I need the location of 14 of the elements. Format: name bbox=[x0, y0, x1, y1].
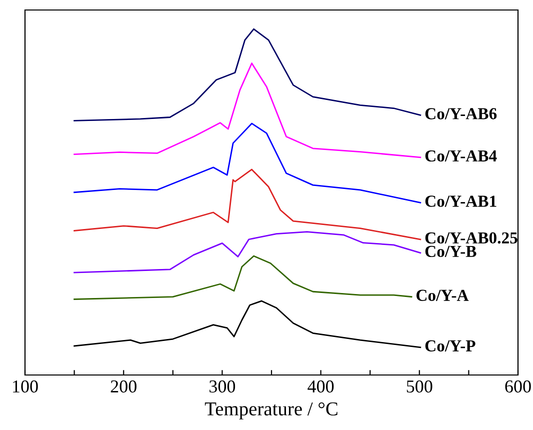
x-tick-label: 600 bbox=[505, 380, 531, 393]
series-label: Co/Y-AB0.25 bbox=[425, 232, 518, 244]
series-label: Co/Y-AB4 bbox=[425, 150, 497, 162]
x-axis-title: Temperature / °C bbox=[204, 402, 338, 420]
series-label: Co/Y-AB6 bbox=[425, 108, 497, 120]
series-label: Co/Y-P bbox=[425, 340, 476, 352]
series-label: Co/Y-B bbox=[425, 246, 476, 258]
series-label: Co/Y-AB1 bbox=[425, 196, 496, 207]
x-tick-label: 200 bbox=[110, 380, 136, 393]
x-tick-label: 400 bbox=[308, 380, 334, 393]
x-tick-label: 300 bbox=[210, 380, 236, 393]
x-tick-label: 500 bbox=[406, 380, 432, 393]
x-tick-label: 100 bbox=[13, 380, 38, 393]
series-label: Co/Y-A bbox=[416, 290, 469, 301]
